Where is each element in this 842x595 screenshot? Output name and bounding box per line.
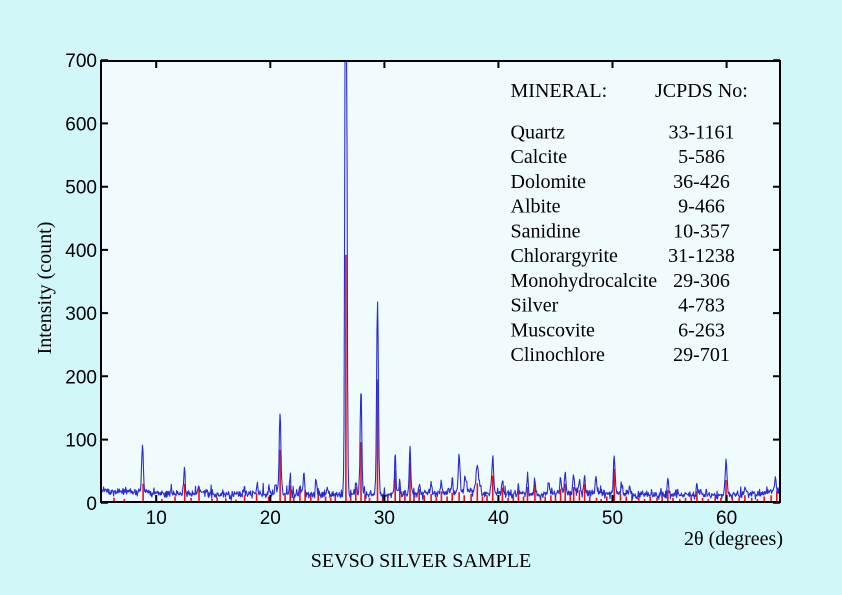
- svg-text:700: 700: [65, 51, 97, 72]
- svg-text:60: 60: [716, 508, 737, 529]
- svg-text:4-783: 4-783: [678, 295, 725, 317]
- svg-text:6-263: 6-263: [678, 319, 725, 341]
- svg-text:50: 50: [602, 508, 623, 529]
- svg-text:30: 30: [374, 508, 395, 529]
- svg-text:40: 40: [488, 508, 509, 529]
- svg-text:5-586: 5-586: [678, 146, 725, 168]
- svg-text:400: 400: [65, 241, 97, 262]
- svg-text:20: 20: [260, 508, 281, 529]
- svg-text:10-357: 10-357: [673, 220, 730, 242]
- svg-text:Dolomite: Dolomite: [511, 171, 587, 193]
- svg-text:29-701: 29-701: [673, 344, 730, 366]
- svg-text:Muscovite: Muscovite: [511, 319, 596, 341]
- svg-text:33-1161: 33-1161: [669, 122, 735, 144]
- svg-text:2θ (degrees): 2θ (degrees): [684, 528, 783, 550]
- svg-text:Monohydrocalcite: Monohydrocalcite: [511, 270, 658, 292]
- svg-text:600: 600: [65, 114, 97, 135]
- svg-text:JCPDS No:: JCPDS No:: [655, 80, 748, 102]
- svg-text:Clinochlore: Clinochlore: [511, 344, 606, 366]
- svg-text:Sanidine: Sanidine: [511, 220, 581, 242]
- svg-text:Calcite: Calcite: [511, 146, 568, 168]
- svg-text:Intensity (count): Intensity (count): [34, 222, 56, 355]
- svg-text:100: 100: [65, 431, 97, 452]
- svg-text:MINERAL:: MINERAL:: [511, 80, 608, 102]
- svg-text:36-426: 36-426: [673, 171, 730, 193]
- svg-text:0: 0: [86, 494, 97, 515]
- svg-text:29-306: 29-306: [673, 270, 730, 292]
- svg-text:9-466: 9-466: [678, 196, 725, 218]
- svg-text:500: 500: [65, 178, 97, 199]
- svg-text:Albite: Albite: [511, 196, 561, 218]
- svg-text:31-1238: 31-1238: [668, 245, 735, 267]
- svg-text:Quartz: Quartz: [511, 122, 566, 144]
- svg-text:Chlorargyrite: Chlorargyrite: [511, 245, 619, 267]
- svg-text:200: 200: [65, 367, 97, 388]
- svg-text:SEVSO SILVER SAMPLE: SEVSO SILVER SAMPLE: [311, 550, 531, 572]
- svg-text:10: 10: [146, 508, 167, 529]
- svg-text:300: 300: [65, 304, 97, 325]
- svg-text:Silver: Silver: [511, 295, 559, 317]
